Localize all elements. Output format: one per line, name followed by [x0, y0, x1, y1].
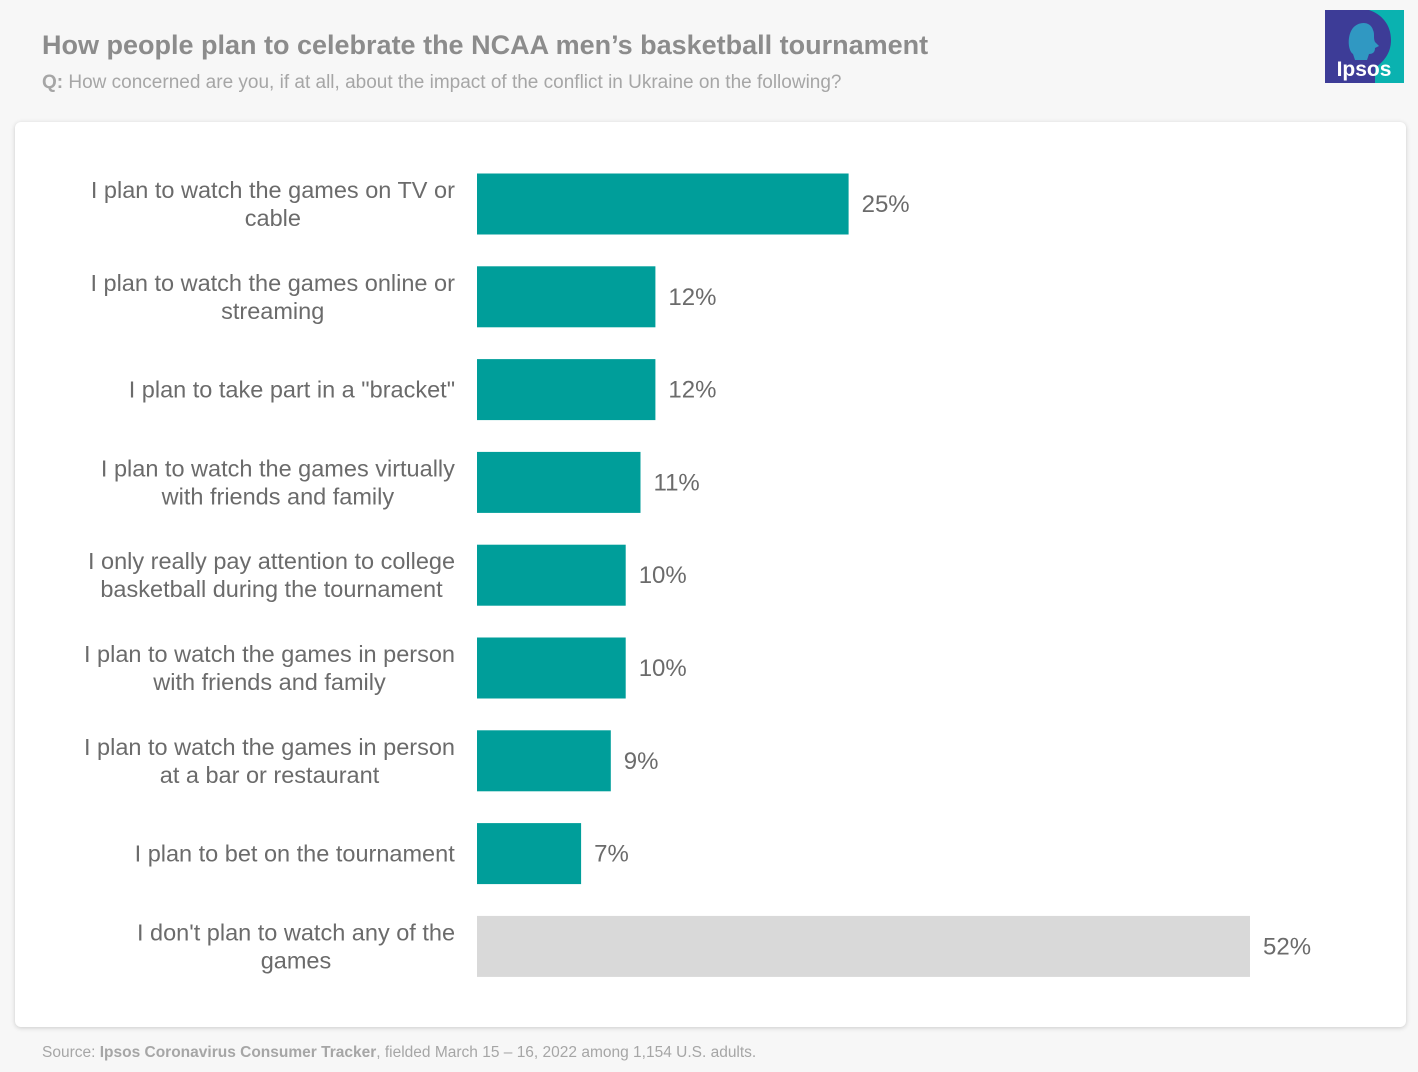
- source-footer: Source: Ipsos Coronavirus Consumer Track…: [42, 1044, 756, 1062]
- chart-subtitle: Q: How concerned are you, if at all, abo…: [42, 72, 842, 94]
- bar: [477, 451, 641, 513]
- bar: [477, 915, 1250, 977]
- category-label-line: I plan to take part in a "bracket": [129, 377, 455, 403]
- category-label-line: I plan to watch the games virtually: [101, 455, 455, 481]
- chart-title: How people plan to celebrate the NCAA me…: [42, 30, 929, 60]
- category-label: I plan to watch the games in person with …: [84, 641, 455, 695]
- ipsos-logo: Ipsos: [1325, 10, 1404, 83]
- question-prefix: Q:: [42, 72, 64, 93]
- bar: [477, 359, 656, 421]
- logo-text: Ipsos: [1337, 58, 1392, 81]
- category-label-line: basketball during the tournament: [100, 576, 443, 602]
- category-label: I plan to bet on the tournament: [135, 841, 456, 867]
- bar-chart: 25% I plan to watch the games on TV or cab…: [84, 173, 1311, 977]
- logo-head-silhouette: [1348, 22, 1379, 60]
- category-label-line: I plan to watch the games on TV or: [91, 177, 455, 203]
- category-label: I only really pay attention to college ba…: [88, 548, 455, 602]
- source-details: , fielded March 15 – 16, 2022 among 1,15…: [376, 1044, 757, 1061]
- category-label-line: I plan to watch the games online or: [90, 270, 455, 296]
- category-label-line: with friends and family: [161, 483, 395, 509]
- data-label: 11%: [654, 469, 700, 496]
- bar-row: 11% I plan to watch the games virtually wi…: [101, 451, 700, 513]
- category-label-line: I only really pay attention to college: [88, 548, 455, 574]
- category-label: I plan to watch the games in person at a …: [84, 734, 455, 788]
- category-label: I plan to take part in a "bracket": [129, 377, 455, 403]
- category-label-line: at a bar or restaurant: [160, 762, 380, 788]
- bar-row: 10% I only really pay attention to colleg…: [88, 544, 687, 606]
- chart-card: 25% I plan to watch the games on TV or cab…: [15, 122, 1406, 1027]
- bar-row: 12% I plan to watch the games online or st…: [90, 266, 716, 328]
- bar: [477, 823, 582, 885]
- logo-teal-shape: [1369, 10, 1404, 83]
- bar: [477, 173, 849, 235]
- data-label: 52%: [1263, 933, 1311, 960]
- category-label-line: I don't plan to watch any of the: [137, 919, 455, 945]
- bar-row: 12% I plan to take part in a "bracket": [129, 359, 716, 421]
- bar: [477, 730, 611, 792]
- bar: [477, 266, 656, 328]
- source-name: Ipsos Coronavirus Consumer Tracker: [99, 1044, 377, 1061]
- bar-row: 25% I plan to watch the games on TV or cab…: [91, 173, 910, 235]
- category-label: I plan to watch the games on TV or cable: [91, 177, 455, 231]
- bar: [477, 544, 626, 606]
- data-label: 25%: [862, 191, 910, 218]
- category-label-line: I plan to bet on the tournament: [135, 841, 456, 867]
- bar-row: 52% I don't plan to watch any of the games: [137, 915, 1311, 977]
- bar: [477, 637, 626, 699]
- data-label: 9%: [624, 748, 659, 775]
- data-label: 12%: [668, 377, 716, 404]
- data-label: 12%: [668, 284, 716, 311]
- category-label-line: I plan to watch the games in person: [84, 734, 455, 760]
- category-label: I plan to watch the games online or strea…: [90, 270, 455, 324]
- data-label: 7%: [594, 841, 629, 868]
- category-label-line: games: [261, 947, 332, 973]
- category-label-line: streaming: [221, 298, 324, 324]
- category-label-line: cable: [245, 205, 301, 231]
- category-label-line: I plan to watch the games in person: [84, 641, 455, 667]
- bar-row: 10% I plan to watch the games in person wi…: [84, 637, 687, 699]
- data-label: 10%: [639, 562, 687, 589]
- bar-row: 9% I plan to watch the games in person at …: [84, 730, 659, 792]
- data-label: 10%: [639, 655, 687, 682]
- category-label: I don't plan to watch any of the games: [137, 919, 455, 973]
- category-label-line: with friends and family: [152, 669, 386, 695]
- bar-row: 7% I plan to bet on the tournament: [135, 823, 629, 885]
- question-text: How concerned are you, if at all, about …: [63, 72, 842, 93]
- source-prefix: Source:: [42, 1044, 100, 1061]
- category-label: I plan to watch the games virtually with …: [101, 455, 455, 509]
